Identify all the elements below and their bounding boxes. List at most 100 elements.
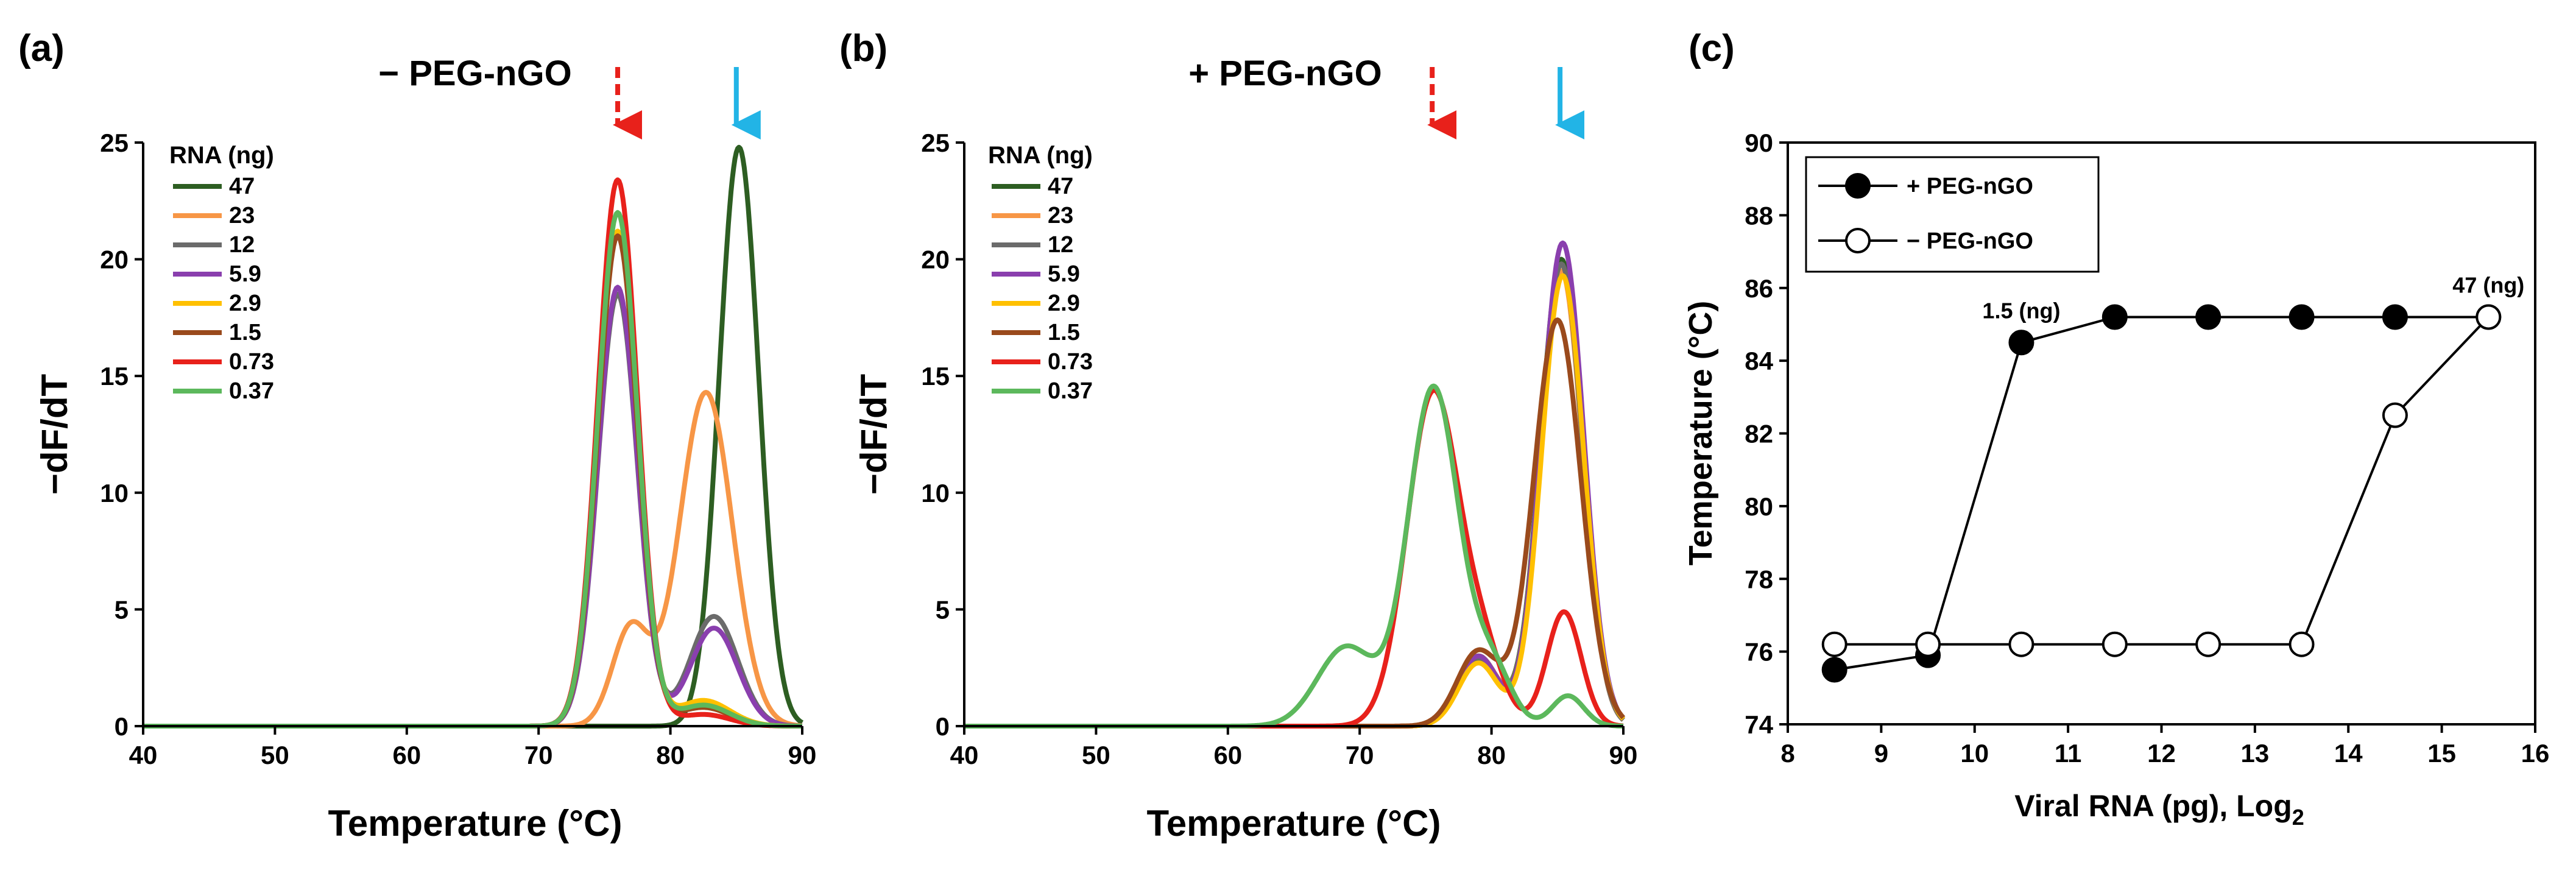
panel-c-legend: + PEG-nGO − PEG-nGO [1805, 156, 2100, 273]
panel-c-point-minus-peg-ngo [2008, 631, 2034, 657]
panel-a-legend-label-1-5: 1.5 [229, 320, 261, 345]
panel-a-x-tick-label: 60 [392, 741, 421, 769]
panel-c-y-tick-label: 86 [1745, 274, 1773, 303]
panel-c-point-minus-peg-ngo [2288, 631, 2315, 657]
panel-c-x-ticks: 8 9 10 11 12 13 14 15 16 [1780, 724, 2549, 768]
panel-a-x-tick-label: 50 [261, 741, 289, 769]
panel-a-x-tick-label: 90 [788, 741, 817, 769]
panel-c-point-plus-peg-ngo [2195, 304, 2221, 330]
panel-c-annotations: 1.5 (ng) 47 (ng) [1982, 273, 2524, 323]
panel-c-point-plus-peg-ngo [2288, 304, 2315, 330]
panel-b-legend-label-5-9: 5.9 [1048, 261, 1080, 287]
panel-c-y-tick-label: 88 [1745, 201, 1773, 230]
panel-a-legend-label-12: 12 [229, 232, 255, 258]
panel-b-y-tick-label: 5 [936, 595, 950, 624]
panel-c-point-minus-peg-ngo [1915, 631, 1941, 657]
panel-c-point-minus-peg-ngo [2475, 304, 2502, 330]
panel-c-point-minus-peg-ngo [1821, 631, 1847, 657]
panel-a-legend-title: RNA (ng) [169, 142, 274, 169]
panel-c-legend-entries: + PEG-nGO − PEG-nGO [1818, 173, 2033, 254]
panel-b-legend-title: RNA (ng) [988, 142, 1093, 169]
panel-c-x-axis-title: Viral RNA (pg), Log2 [2014, 789, 2304, 830]
panel-c-x-tick-label: 15 [2427, 739, 2456, 768]
panel-c-x-tick-label: 13 [2241, 739, 2270, 768]
panel-c-y-tick-label: 90 [1745, 129, 1773, 157]
panel-a-y-tick-label: 0 [115, 712, 129, 741]
panel-b-x-tick-label: 80 [1477, 741, 1506, 769]
panel-a-legend-label-0-37: 0.37 [229, 378, 274, 404]
panel-c-x-axis-title-subscript: 2 [2292, 805, 2304, 830]
panel-c-y-tick-label: 78 [1745, 565, 1773, 593]
panel-b-title: + PEG-nGO [1188, 54, 1382, 93]
panel-a-label: (a) [18, 27, 65, 69]
panel-c-y-axis-title: Temperature (°C) [1682, 301, 1719, 566]
panel-b-x-tick-label: 90 [1609, 741, 1638, 769]
panel-c-legend-label-minus-peg-ngo: − PEG-nGO [1907, 228, 2033, 254]
panel-a-legend-label-47: 47 [229, 174, 255, 199]
panel-b-y-tick-label: 0 [936, 712, 950, 741]
panel-b-x-tick-label: 70 [1346, 741, 1374, 769]
panel-c-point-minus-peg-ngo [2101, 631, 2128, 657]
panel-b-arrows [1427, 67, 1585, 140]
panel-a-legend-label-5-9: 5.9 [229, 261, 261, 287]
panel-a-x-axis-title: Temperature (°C) [328, 803, 623, 844]
panel-a-y-tick-label: 5 [115, 595, 129, 624]
panel-b-legend-label-0-37: 0.37 [1048, 378, 1093, 404]
panel-c-series-plus-peg-ngo-line [1834, 316, 2489, 671]
panel-a-y-tick-label: 20 [100, 245, 129, 274]
panel-c-x-axis-title-main: Viral RNA (pg), Log [2014, 789, 2292, 823]
panel-b-y-tick-label: 25 [921, 129, 950, 157]
panel-b-x-axis-title: Temperature (°C) [1147, 803, 1441, 844]
panel-a-y-ticks: 0 5 10 15 20 25 [100, 129, 143, 741]
panel-a-legend: 47 23 12 5.9 2.9 1.5 0.73 0.37 [173, 174, 274, 404]
panel-b-x-tick-label: 40 [950, 741, 979, 769]
panel-b-y-axis-title: −dF/dT [853, 374, 894, 495]
panel-b-y-tick-label: 20 [921, 245, 950, 274]
panel-c-annotation-47-ng: 47 (ng) [2452, 273, 2524, 298]
panel-c-point-minus-peg-ngo [2195, 631, 2221, 657]
panel-c-x-tick-label: 10 [1960, 739, 1989, 768]
panel-c-x-tick-label: 8 [1780, 739, 1794, 768]
panel-b-x-ticks: 40 50 60 70 80 90 [950, 726, 1638, 769]
panel-b-legend-label-12: 12 [1048, 232, 1073, 258]
panel-c-y-tick-label: 76 [1745, 638, 1773, 666]
panel-b-y-tick-label: 10 [921, 479, 950, 507]
panel-c-annotation-1-5-ng: 1.5 (ng) [1982, 298, 2060, 323]
panel-b-legend-label-23: 23 [1048, 203, 1073, 228]
panel-a-y-axis-title: −dF/dT [34, 374, 75, 495]
panel-c-x-tick-label: 14 [2334, 739, 2363, 768]
panel-c-x-tick-label: 16 [2521, 739, 2550, 768]
panel-c-point-plus-peg-ngo [1821, 657, 1847, 683]
panel-b-legend-label-2-9: 2.9 [1048, 291, 1080, 316]
panel-b-x-tick-label: 50 [1082, 741, 1110, 769]
panel-c-legend-marker-plus-peg-ngo [1845, 173, 1871, 199]
panel-b-y-tick-label: 15 [921, 362, 950, 390]
panel-c-series-minus-peg-ngo-line [1834, 316, 2490, 646]
panel-c-point-plus-peg-ngo [2382, 304, 2408, 330]
panel-a-x-tick-label: 80 [656, 741, 685, 769]
panel-c-y-tick-label: 80 [1745, 492, 1773, 521]
panel-c-series-layer [1821, 304, 2502, 683]
panel-a-melt-curve-chart: (a) − PEG-nGO 40 50 60 70 80 90 0 5 10 15 20 25 Te… [18, 27, 816, 844]
panel-c-x-tick-label: 12 [2147, 739, 2176, 768]
panel-a-x-tick-label: 40 [129, 741, 158, 769]
panel-c-legend-label-plus-peg-ngo: + PEG-nGO [1907, 174, 2033, 199]
panel-a-legend-label-2-9: 2.9 [229, 291, 261, 316]
panel-c-point-minus-peg-ngo [2382, 402, 2408, 428]
panel-a-legend-label-23: 23 [229, 203, 255, 228]
panel-c-x-tick-label: 9 [1874, 739, 1888, 768]
panel-a-x-tick-label: 70 [524, 741, 553, 769]
panel-c-y-ticks: 74 76 78 80 82 84 86 88 90 [1745, 129, 1788, 739]
panel-c-label: (c) [1689, 27, 1735, 69]
panel-a-arrows [613, 67, 761, 140]
panel-c-y-tick-label: 82 [1745, 420, 1773, 448]
panel-b-legend-label-0-73: 0.73 [1048, 349, 1093, 375]
panel-b-x-tick-label: 60 [1213, 741, 1242, 769]
panel-c-legend-marker-minus-peg-ngo [1845, 228, 1871, 253]
panel-a-legend-label-0-73: 0.73 [229, 349, 274, 375]
panel-a-y-tick-label: 15 [100, 362, 129, 390]
panel-a-x-ticks: 40 50 60 70 80 90 [129, 726, 817, 769]
panel-a-series-0-37-line [142, 210, 803, 729]
panel-c-y-tick-label: 84 [1745, 347, 1773, 375]
